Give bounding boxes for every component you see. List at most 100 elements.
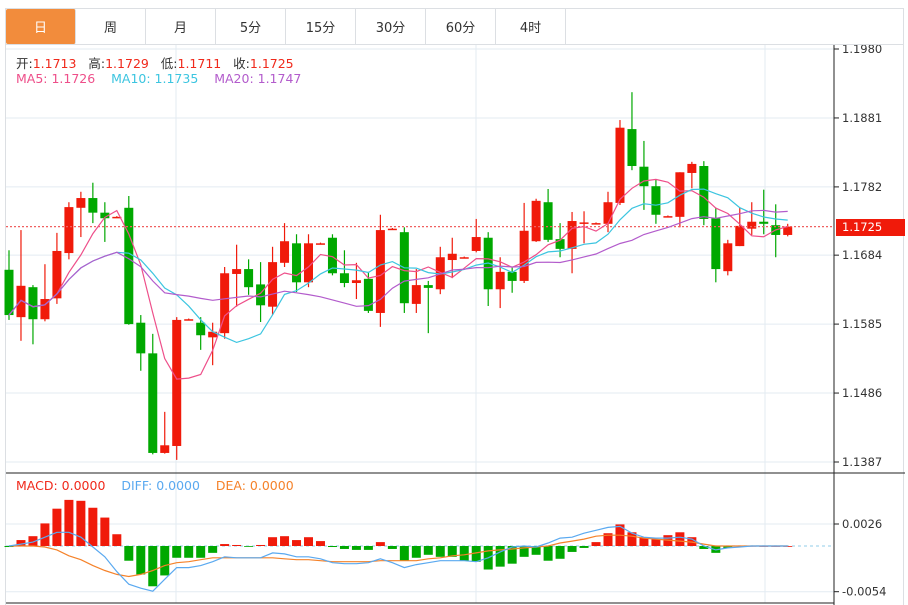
- macd-bar: [196, 546, 206, 558]
- high-label: 高:: [88, 56, 106, 71]
- ma10-line: [8, 188, 788, 344]
- candle-up: [220, 266, 230, 339]
- macd-tick-label: -0.0054: [842, 585, 886, 599]
- ma10-value: MA10: 1.1735: [111, 71, 199, 86]
- macd-bar: [387, 546, 397, 549]
- tab-30min[interactable]: 30分: [356, 9, 426, 44]
- macd-bar: [184, 546, 194, 558]
- macd-bar: [28, 536, 38, 546]
- candle-body: [351, 280, 361, 284]
- candle-up: [40, 264, 50, 322]
- candle-body: [555, 239, 565, 249]
- tab-week[interactable]: 周: [76, 9, 146, 44]
- candle-body: [495, 271, 505, 290]
- candle-body: [615, 127, 625, 203]
- macd-bar: [699, 546, 709, 549]
- candle-down: [124, 195, 134, 325]
- current-price-tag: 1.1725: [836, 219, 905, 236]
- candle-body: [196, 322, 206, 336]
- candle-down: [100, 202, 110, 242]
- candle-up: [783, 223, 793, 237]
- candle-body: [387, 228, 397, 231]
- candle-body: [148, 353, 158, 453]
- candle-down: [627, 92, 637, 171]
- candle-body: [112, 216, 122, 219]
- ma20-value: MA20: 1.1747: [214, 71, 302, 86]
- macd-bar: [244, 546, 254, 547]
- macd-bar: [399, 546, 409, 561]
- candle-up: [435, 246, 445, 295]
- macd-bar: [495, 546, 505, 567]
- candle-down: [244, 259, 254, 295]
- candle-body: [327, 237, 337, 274]
- candle-body: [723, 243, 733, 272]
- candle-down: [196, 317, 206, 350]
- candle-body: [603, 202, 613, 224]
- candle-body: [783, 226, 793, 235]
- tab-4hour[interactable]: 4时: [496, 9, 566, 44]
- high-value: 1.1729: [105, 56, 149, 71]
- candle-body: [699, 166, 709, 219]
- candle-body: [363, 278, 373, 311]
- tab-5min[interactable]: 5分: [216, 9, 286, 44]
- candle-down: [639, 140, 649, 210]
- macd-bar: [363, 546, 373, 550]
- macd-bar: [268, 537, 278, 546]
- candle-body: [627, 129, 637, 167]
- macd-bar: [327, 546, 337, 548]
- macd-bar: [723, 546, 733, 548]
- macd-bar: [339, 546, 349, 549]
- tab-60min[interactable]: 60分: [426, 9, 496, 44]
- candle-body: [76, 198, 86, 208]
- low-value: 1.1711: [177, 56, 222, 71]
- candle-up: [567, 211, 577, 274]
- candle-body: [292, 243, 302, 283]
- tab-15min[interactable]: 15分: [286, 9, 356, 44]
- candle-body: [40, 299, 50, 320]
- candle-up: [411, 269, 421, 313]
- candle-up: [495, 257, 505, 309]
- tab-month[interactable]: 月: [146, 9, 216, 44]
- candle-body: [711, 218, 721, 270]
- candle-down: [507, 266, 517, 293]
- candle-body: [208, 331, 218, 338]
- candle-body: [567, 221, 577, 249]
- macd-bar: [232, 544, 242, 546]
- candle-body: [256, 284, 266, 306]
- macd-legend: MACD: 0.0000 DIFF: 0.0000 DEA: 0.0000: [16, 478, 294, 493]
- candle-body: [220, 273, 230, 334]
- ma5-line: [8, 178, 788, 380]
- candle-body: [411, 285, 421, 304]
- candle-body: [375, 230, 385, 313]
- macd-bar: [292, 540, 302, 546]
- candle-up: [603, 191, 613, 233]
- candle-down: [4, 250, 14, 320]
- price-tick-label: 1.1980: [842, 42, 882, 56]
- candle-body: [435, 257, 445, 290]
- macd-bar: [40, 523, 50, 546]
- candle-body: [244, 269, 254, 288]
- macd-bar: [651, 539, 661, 546]
- ma20-line: [8, 209, 788, 316]
- diff-value: DIFF: 0.0000: [121, 478, 200, 493]
- candle-body: [447, 253, 457, 261]
- candle-up: [471, 218, 481, 253]
- macd-bar: [675, 532, 685, 546]
- candle-down: [148, 333, 158, 455]
- candle-body: [16, 285, 26, 318]
- diff-line: [8, 525, 788, 592]
- macd-bar: [52, 508, 62, 546]
- price-tick-label: 1.1881: [842, 111, 882, 125]
- tab-day[interactable]: 日: [6, 9, 76, 44]
- macd-bar: [160, 546, 170, 576]
- candle-down: [543, 188, 553, 242]
- macd-bar: [543, 546, 553, 561]
- candle-up: [315, 242, 325, 245]
- macd-bar: [208, 546, 218, 553]
- macd-bar: [603, 533, 613, 546]
- candle-body: [687, 163, 697, 173]
- candle-body: [591, 223, 601, 225]
- candle-body: [280, 241, 290, 263]
- candle-up: [531, 198, 541, 242]
